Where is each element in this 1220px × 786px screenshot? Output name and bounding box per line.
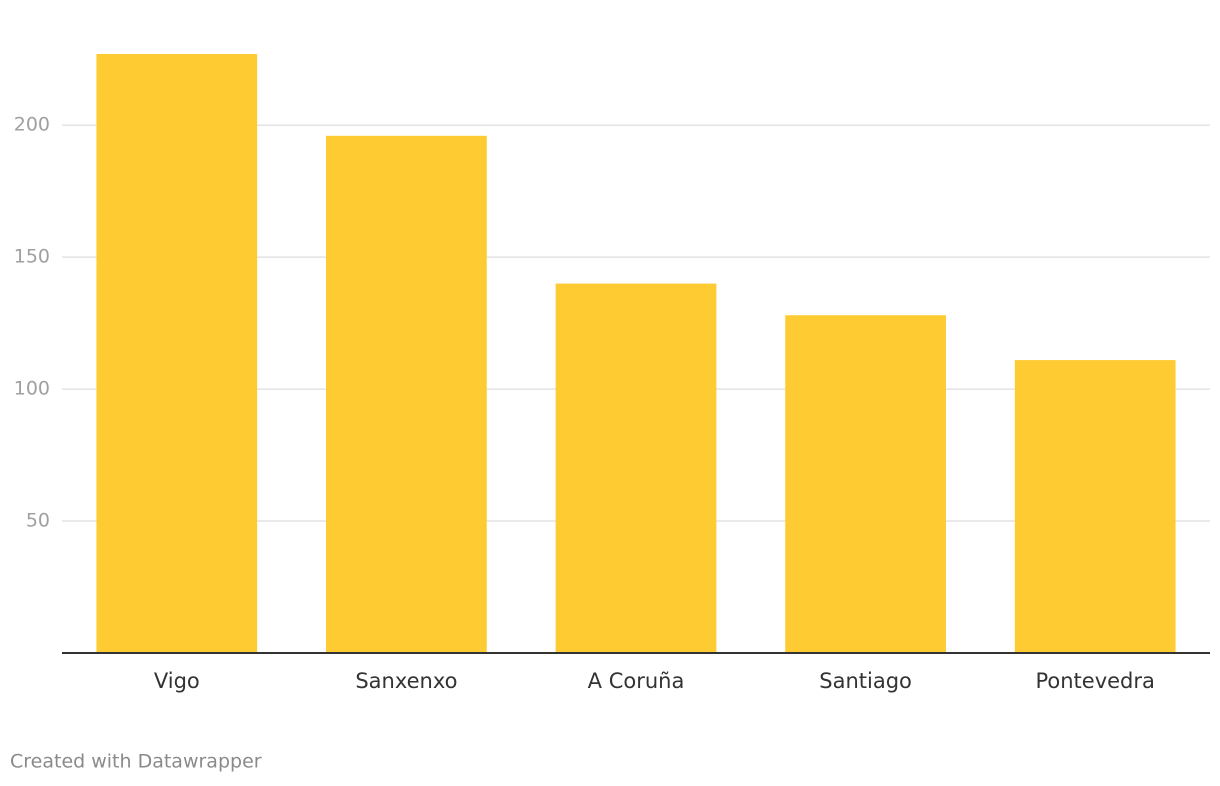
bar [555,283,717,653]
y-tick-label: 50 [26,510,50,532]
bar [96,54,258,653]
y-tick-label: 150 [14,246,50,268]
x-tick-label: Vigo [154,669,200,693]
y-tick-label: 100 [14,378,50,400]
credit: Created with Datawrapper [10,751,262,773]
bar [1014,360,1176,653]
x-tick-label: Pontevedra [1035,669,1154,693]
bar [326,135,487,653]
bar [785,315,946,653]
x-tick-label: Santiago [819,669,912,693]
x-tick-label: A Coruña [588,669,685,693]
x-tick-label: Sanxenxo [355,669,457,693]
y-tick-label: 200 [14,114,50,136]
